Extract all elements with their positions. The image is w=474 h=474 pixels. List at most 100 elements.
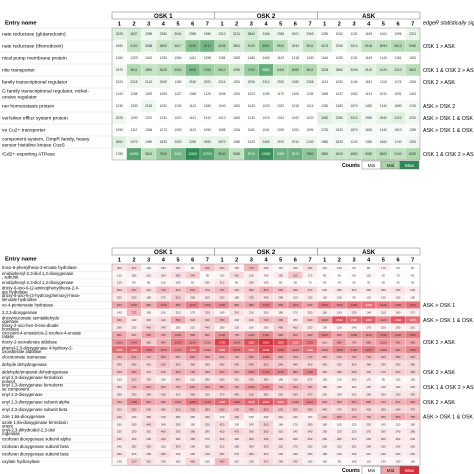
cell-value: 1250 xyxy=(321,104,328,108)
cell-value: 150 xyxy=(205,460,210,464)
cell-value: 200 xyxy=(264,325,269,329)
cell-value: 230 xyxy=(352,452,357,456)
cell-value: 700 xyxy=(176,385,181,389)
cell-value: 2280 xyxy=(336,116,343,120)
cell-value: 810 xyxy=(234,370,239,374)
cell-value: 6046 xyxy=(218,44,225,48)
cell-value: 210 xyxy=(176,311,181,315)
column-header: 2 xyxy=(235,22,238,28)
cell-value: 2142 xyxy=(145,80,152,84)
cell-value: 30 xyxy=(367,281,371,285)
cell-value: 610 xyxy=(322,340,327,344)
row-label: enyl 2,3-dioxygenase ferredoxin xyxy=(2,375,64,380)
cell-value: 470 xyxy=(410,407,415,411)
cell-value: 900 xyxy=(410,400,415,404)
cell-value: 540 xyxy=(352,370,357,374)
cell-value: 150 xyxy=(190,422,195,426)
cell-value: 1680 xyxy=(394,104,401,108)
cell-value: 240 xyxy=(234,318,239,322)
cell-value: 1580 xyxy=(321,140,328,144)
cell-value: 430 xyxy=(293,392,298,396)
cell-value: 1650 xyxy=(277,340,284,344)
cell-value: 130 xyxy=(234,422,239,426)
cell-value: 1092 xyxy=(145,92,152,96)
cell-value: 2670 xyxy=(218,140,225,144)
cell-value: 150 xyxy=(176,325,181,329)
cell-value: 1340 xyxy=(409,318,416,322)
cell-value: 890 xyxy=(117,333,122,337)
cell-value: 720 xyxy=(352,340,357,344)
cell-value: 180 xyxy=(396,311,401,315)
cell-value: 900 xyxy=(205,385,210,389)
cell-value: 230 xyxy=(337,385,342,389)
cell-value: 1220 xyxy=(263,303,270,307)
cell-value: 280 xyxy=(132,445,137,449)
cell-value: 160 xyxy=(278,422,283,426)
cell-value: 210 xyxy=(381,385,386,389)
cell-value: 5500 xyxy=(145,152,152,156)
column-header: 3 xyxy=(147,258,150,264)
cell-value: 410 xyxy=(146,363,151,367)
cell-value: 330 xyxy=(117,452,122,456)
cell-value: 1080 xyxy=(233,140,240,144)
cell-value: 270 xyxy=(161,296,166,300)
cell-value: 240 xyxy=(293,415,298,419)
cell-value: 1176 xyxy=(395,80,402,84)
cell-value: 1014 xyxy=(306,104,313,108)
cell-value: 280 xyxy=(117,392,122,396)
cell-value: 1181 xyxy=(365,80,372,84)
cell-value: 130 xyxy=(220,273,225,277)
cell-value: 5100 xyxy=(130,44,137,48)
cell-value: 1131 xyxy=(365,92,372,96)
cell-value: 360 xyxy=(396,363,401,367)
cell-value: 320 xyxy=(396,392,401,396)
cell-value: 620 xyxy=(234,407,239,411)
cell-value: 190 xyxy=(322,311,327,315)
cell-value: 1092 xyxy=(292,116,299,120)
cell-value: 540 xyxy=(205,318,210,322)
cell-value: 1120 xyxy=(351,348,358,352)
cell-value: 2089 xyxy=(145,32,152,36)
cell-value: 1127 xyxy=(175,92,182,96)
cell-value: 50 xyxy=(411,266,415,270)
cell-value: 380 xyxy=(249,452,254,456)
cell-value: 2540 xyxy=(380,116,387,120)
cell-value: 1015 xyxy=(292,104,299,108)
cell-value: 410 xyxy=(146,288,151,292)
row-label: dehyde dehydrogenase xyxy=(2,362,48,367)
cell-value: 820 xyxy=(205,333,210,337)
cell-value: 680 xyxy=(396,355,401,359)
cell-value: 1184 xyxy=(219,56,226,60)
cell-value: 60 xyxy=(382,273,386,277)
cell-value: 350 xyxy=(278,392,283,396)
cell-value: 230 xyxy=(381,445,386,449)
cell-value: 1870 xyxy=(116,68,123,72)
cell-value: 980 xyxy=(176,303,181,307)
cell-value: 910 xyxy=(220,370,225,374)
cell-value: 280 xyxy=(337,437,342,441)
column-header: 4 xyxy=(367,258,371,264)
cell-value: 230 xyxy=(176,452,181,456)
cell-value: 2025 xyxy=(116,116,123,120)
row-label: onsive regulator xyxy=(2,95,37,101)
cell-value: 450 xyxy=(234,392,239,396)
cell-value: 9212 xyxy=(204,44,211,48)
cell-value: 50 xyxy=(352,281,356,285)
column-header: 5 xyxy=(382,258,385,264)
cell-value: 860 xyxy=(190,385,195,389)
cell-value: 180 xyxy=(132,273,137,277)
cell-value: 110 xyxy=(278,266,283,270)
column-header: 5 xyxy=(279,258,282,264)
group-header: ASK xyxy=(362,249,376,256)
cell-value: 180 xyxy=(234,296,239,300)
cell-value: 830 xyxy=(278,355,283,359)
cell-value: 1050 xyxy=(131,303,138,307)
significance-label: OSK 2 > ASK xyxy=(423,370,455,376)
cell-value: 5612 xyxy=(409,68,416,72)
cell-value: 350 xyxy=(190,437,195,441)
cell-value: 1050 xyxy=(174,128,181,132)
cell-value: 1070 xyxy=(145,116,152,120)
cell-value: 880 xyxy=(410,340,415,344)
cell-value: 1264 xyxy=(174,56,181,60)
cell-value: 660 xyxy=(278,288,283,292)
